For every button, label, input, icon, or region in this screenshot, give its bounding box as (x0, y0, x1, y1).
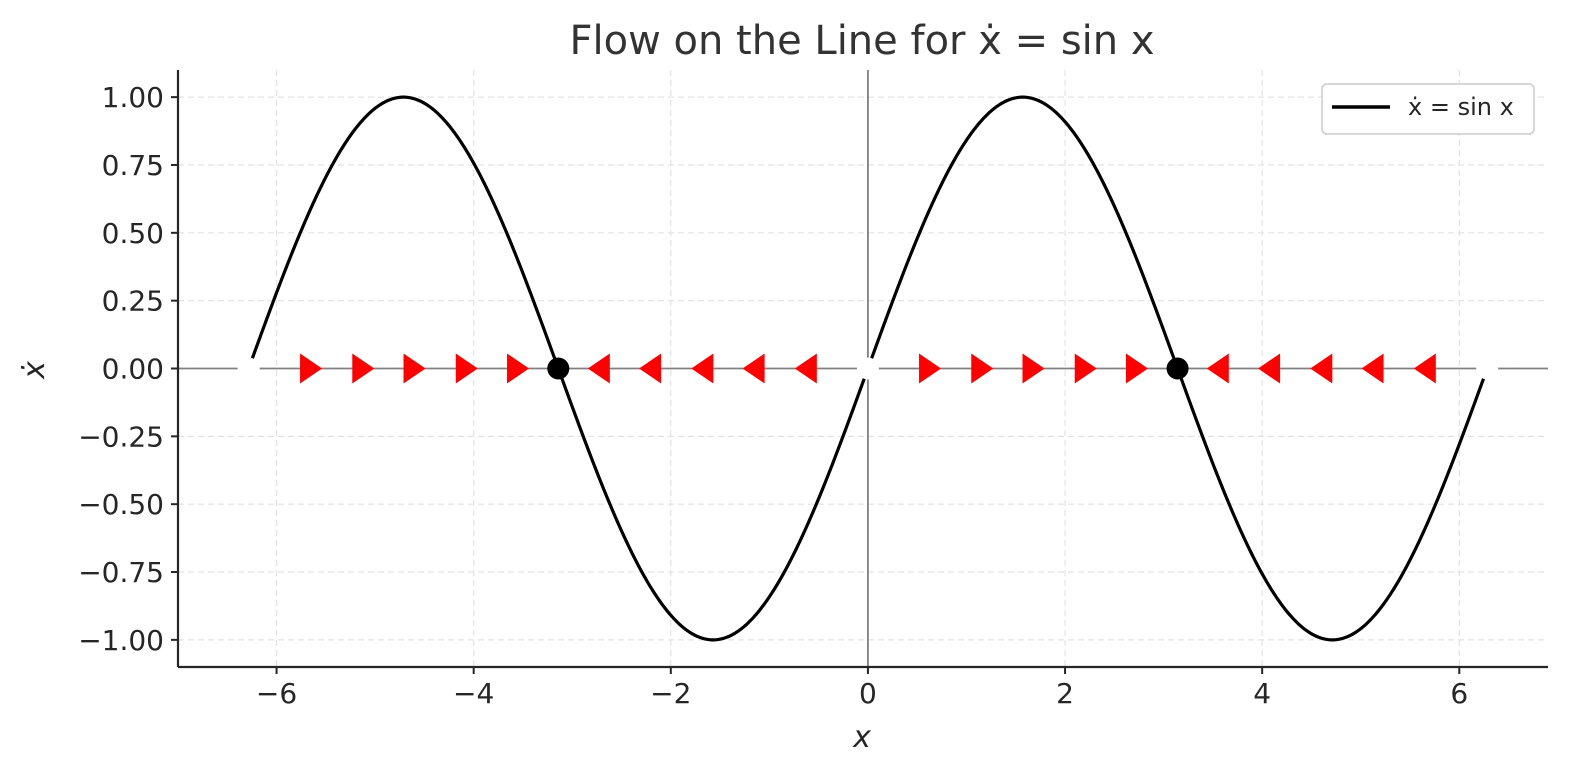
flow-arrow-left (1361, 353, 1384, 384)
unstable-fixed-point (1476, 357, 1499, 380)
flow-arrow-right (1126, 353, 1148, 384)
y-tick-label: −0.25 (78, 420, 164, 453)
flow-arrow-right (507, 353, 530, 384)
flow-arrow-right (1074, 353, 1097, 384)
flow-arrow-left (587, 353, 610, 384)
flow-arrow-left (742, 353, 765, 384)
flow-arrow-right (971, 353, 994, 384)
flow-arrow-left (691, 353, 714, 384)
flow-arrow-right (403, 353, 426, 384)
legend-box (1321, 83, 1535, 135)
flow-arrow-left (639, 353, 662, 384)
x-tick-label: −6 (256, 677, 297, 710)
flow-arrows (300, 353, 1436, 384)
x-tick-label: 0 (859, 677, 877, 710)
x-tick-label: −2 (650, 677, 691, 710)
flow-arrow-left (1206, 353, 1229, 384)
unstable-fixed-point (237, 357, 260, 380)
y-tick-label: 1.00 (102, 81, 164, 114)
unstable-fixed-point (856, 357, 879, 380)
flow-arrow-left (794, 353, 817, 384)
flow-arrow-right (300, 353, 323, 384)
legend-label: ẋ = sin x (1408, 93, 1514, 121)
flow-arrow-right (352, 353, 375, 384)
flow-arrow-right (1022, 353, 1045, 384)
flow-arrow-right (919, 353, 942, 384)
x-tick-label: 2 (1056, 677, 1074, 710)
y-tick-label: 0.00 (102, 353, 164, 386)
flow-arrow-left (1310, 353, 1333, 384)
y-tick-label: 0.75 (102, 149, 164, 182)
stable-fixed-point (547, 357, 570, 380)
flow-arrow-right (455, 353, 478, 384)
y-tick-labels: 1.00 0.75 0.50 0.25 0.00 −0.25 −0.50 −0.75 −1.00 (78, 81, 178, 657)
x-tick-label: 6 (1450, 677, 1468, 710)
y-tick-label: −0.50 (78, 488, 164, 521)
x-tick-labels: −6 −4 −2 0 2 4 6 (256, 667, 1468, 710)
y-tick-label: 0.25 (102, 285, 164, 318)
chart-title: Flow on the Line for ẋ = sin x (569, 18, 1154, 64)
flow-arrow-left (1258, 353, 1281, 384)
x-axis-label: x (852, 720, 871, 755)
y-tick-label: −1.00 (78, 624, 164, 657)
y-tick-label: −0.75 (78, 556, 164, 589)
y-axis-label: ẋ (17, 361, 52, 380)
y-tick-label: 0.50 (102, 217, 164, 250)
flow-arrow-left (1413, 353, 1436, 384)
legend: ẋ = sin x (1321, 83, 1535, 135)
x-tick-label: −4 (453, 677, 494, 710)
x-tick-label: 4 (1253, 677, 1271, 710)
fixed-points (237, 357, 1499, 380)
stable-fixed-point (1166, 357, 1189, 380)
